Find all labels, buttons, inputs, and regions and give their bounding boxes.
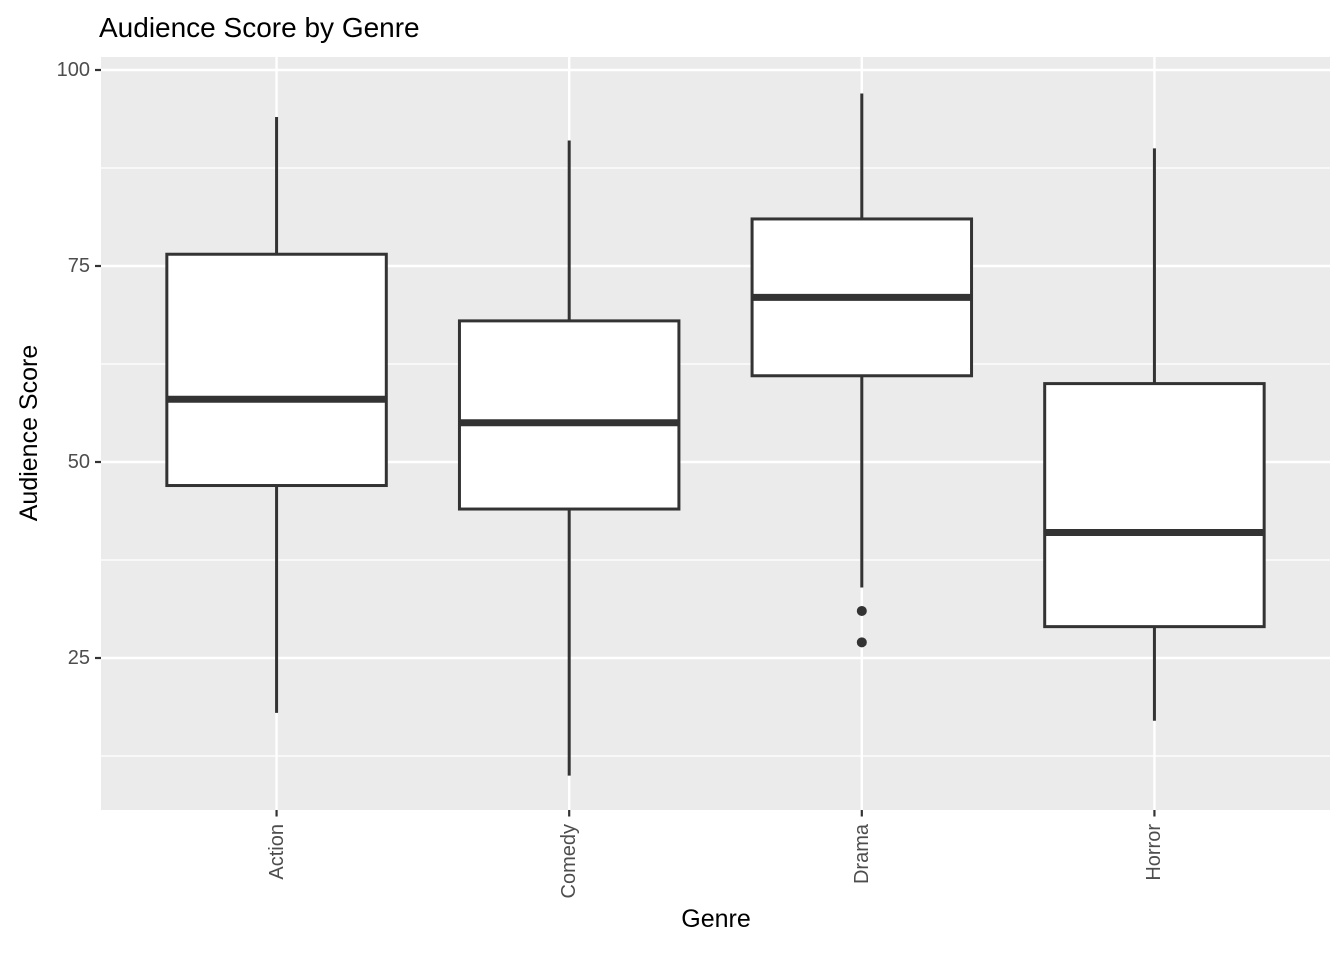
y-tick-label: 50 <box>67 451 90 473</box>
y-tick-label: 75 <box>67 255 90 277</box>
x-tick-label: Horror <box>1143 824 1166 881</box>
x-tick-label: Drama <box>850 824 873 885</box>
boxplot-comedy-box <box>457 319 681 511</box>
x-tick-label: Comedy <box>558 824 581 899</box>
x-axis-title: Genre <box>681 905 751 933</box>
boxplot-action-box <box>165 252 388 488</box>
y-tick-label: 100 <box>56 59 90 81</box>
y-axis-title: Audience Score <box>15 344 43 522</box>
boxplot-drama-outlier-point <box>856 637 867 648</box>
y-tick-label: 25 <box>67 647 90 669</box>
chart-title: Audience Score by Genre <box>99 12 420 43</box>
boxplot-drama-outlier-point <box>856 605 867 616</box>
x-tick-label: Action <box>265 824 288 880</box>
boxplot-horror-box <box>1043 382 1266 629</box>
